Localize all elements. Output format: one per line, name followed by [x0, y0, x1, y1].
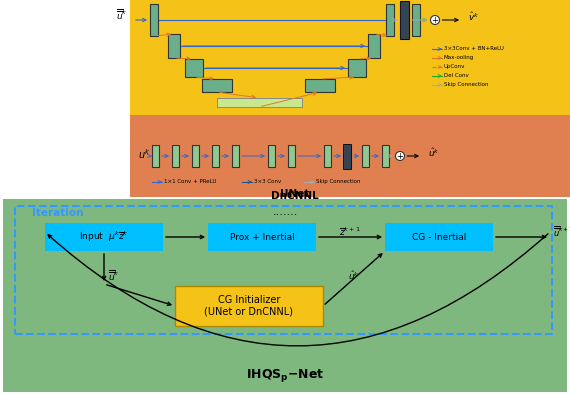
- Text: Max-ooling: Max-ooling: [444, 54, 474, 59]
- Bar: [208, 223, 316, 251]
- Bar: [217, 98, 302, 107]
- Text: $\overline{z}^{k+1}$: $\overline{z}^{k+1}$: [339, 225, 361, 238]
- Text: DnCNNL: DnCNNL: [271, 191, 319, 201]
- Text: $\overline{\overline{u}}^k$: $\overline{\overline{u}}^k$: [108, 269, 120, 283]
- Text: +: +: [431, 15, 438, 24]
- Bar: [168, 34, 180, 58]
- Text: Input  $\mu^k\overline{z}^k$: Input $\mu^k\overline{z}^k$: [79, 230, 129, 244]
- Bar: [386, 4, 394, 36]
- Text: CG - Inertial: CG - Inertial: [412, 232, 466, 242]
- Text: Iteration: Iteration: [32, 208, 83, 218]
- Text: UpConv: UpConv: [444, 63, 465, 69]
- Text: $\hat{u}^k$: $\hat{u}^k$: [428, 147, 439, 159]
- Text: 1×1 Conv + PReLU: 1×1 Conv + PReLU: [164, 178, 217, 184]
- Text: 3×3 Conv: 3×3 Conv: [254, 178, 281, 184]
- Bar: [130, 0, 570, 197]
- Text: $\mathbf{IHQS_p}$$\mathbf{-Net}$: $\mathbf{IHQS_p}$$\mathbf{-Net}$: [246, 367, 324, 384]
- Text: Skip Connection: Skip Connection: [444, 82, 488, 87]
- Bar: [202, 79, 232, 92]
- Bar: [232, 145, 239, 167]
- Bar: [412, 4, 420, 36]
- Bar: [362, 145, 369, 167]
- Text: .......: .......: [272, 207, 298, 217]
- Bar: [268, 145, 275, 167]
- Bar: [175, 286, 323, 326]
- Circle shape: [430, 15, 439, 24]
- Text: +: +: [397, 152, 404, 160]
- Bar: [324, 145, 331, 167]
- Bar: [368, 34, 380, 58]
- Text: Skip Connection: Skip Connection: [316, 178, 360, 184]
- Bar: [382, 145, 389, 167]
- Bar: [192, 145, 199, 167]
- Text: $u^k$: $u^k$: [138, 147, 151, 161]
- Circle shape: [396, 152, 405, 160]
- Bar: [212, 145, 219, 167]
- Text: Del Conv: Del Conv: [444, 72, 469, 78]
- Text: $\hat{u}^k$: $\hat{u}^k$: [348, 269, 360, 282]
- Bar: [288, 145, 295, 167]
- Bar: [343, 144, 351, 169]
- Text: $\overline{\overline{u}}^{k+1}$: $\overline{\overline{u}}^{k+1}$: [553, 225, 570, 240]
- Bar: [344, 145, 351, 167]
- Bar: [348, 59, 366, 77]
- Text: Prox + Inertial: Prox + Inertial: [230, 232, 294, 242]
- Bar: [400, 1, 409, 39]
- Bar: [3, 199, 567, 392]
- Bar: [305, 79, 335, 92]
- Text: (UNet or DnCNNL): (UNet or DnCNNL): [205, 307, 294, 317]
- Text: $\overline{\overline{u}}^k$: $\overline{\overline{u}}^k$: [116, 7, 128, 22]
- Text: $\hat{v}^k$: $\hat{v}^k$: [468, 11, 479, 23]
- Bar: [152, 145, 159, 167]
- Text: CG Initializer: CG Initializer: [218, 295, 280, 305]
- Bar: [185, 59, 203, 77]
- Bar: [45, 223, 163, 251]
- Bar: [385, 223, 493, 251]
- Bar: [150, 4, 158, 36]
- Bar: [130, 115, 570, 197]
- Text: 3×3Conv + BN+ReLU: 3×3Conv + BN+ReLU: [444, 45, 504, 50]
- Bar: [172, 145, 179, 167]
- Text: UNet: UNet: [280, 189, 310, 199]
